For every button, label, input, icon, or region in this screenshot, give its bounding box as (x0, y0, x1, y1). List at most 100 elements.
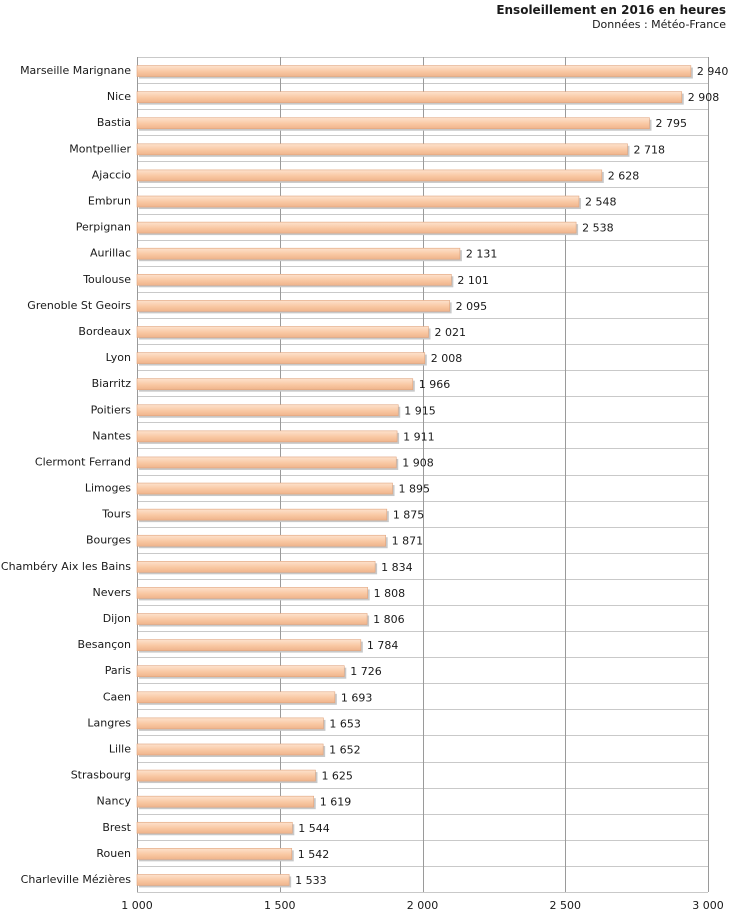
value-label: 1 542 (298, 848, 330, 861)
category-label: Ajaccio (92, 168, 131, 181)
value-label: 1 908 (402, 456, 434, 469)
value-label: 1 966 (419, 378, 451, 391)
labels: 1 000 1 500 2 000 2 500 3 000 Marseille Marig… (1, 64, 728, 912)
value-label: 1 652 (329, 743, 361, 756)
category-label: Langres (87, 716, 131, 729)
bar (136, 508, 388, 521)
category-label: Chambéry Aix les Bains (1, 560, 131, 573)
category-label: Caen (103, 690, 131, 703)
value-label: 2 628 (608, 169, 640, 182)
bar (136, 169, 603, 182)
category-label: Perpignan (76, 221, 131, 234)
bar (136, 117, 650, 130)
value-label: 2 795 (655, 117, 687, 130)
value-label: 1 625 (321, 770, 353, 783)
bars (136, 65, 693, 888)
bar (136, 195, 580, 208)
bar (136, 821, 293, 834)
value-label: 2 538 (582, 222, 614, 235)
bar (136, 848, 293, 860)
x-tick-label: 1 000 (121, 899, 153, 912)
category-label: Brest (102, 821, 131, 834)
bar (136, 795, 315, 808)
bar (136, 352, 426, 364)
category-label: Bastia (97, 116, 131, 129)
bar (136, 91, 683, 103)
value-label: 2 008 (431, 352, 463, 365)
value-label: 1 871 (392, 535, 424, 548)
value-label: 2 131 (466, 248, 498, 261)
bar (136, 482, 393, 495)
category-label: Dijon (103, 612, 131, 625)
value-label: 1 806 (373, 613, 405, 626)
value-label: 2 908 (688, 91, 720, 104)
category-label: Bordeaux (78, 325, 131, 338)
bar (136, 378, 414, 390)
bar (136, 534, 386, 547)
category-label: Charleville Mézières (21, 873, 132, 886)
category-label: Paris (105, 664, 131, 677)
bar (136, 587, 368, 599)
category-label: Biarritz (92, 377, 132, 390)
bar (136, 300, 450, 312)
bar (136, 65, 692, 77)
value-label: 1 911 (403, 430, 435, 443)
category-label: Nancy (97, 795, 132, 808)
value-label: 2 940 (697, 65, 729, 78)
bar (136, 143, 628, 156)
value-label: 2 718 (633, 143, 665, 156)
value-label: 1 784 (367, 639, 399, 652)
category-label: Limoges (85, 482, 131, 495)
value-label: 2 021 (434, 326, 466, 339)
category-label: Embrun (88, 195, 131, 208)
category-label: Bourges (86, 534, 131, 547)
bar (136, 404, 399, 417)
chart-title: Ensoleillement en 2016 en heures (496, 3, 726, 17)
bar (136, 743, 324, 756)
bar (136, 561, 376, 573)
bar (136, 717, 324, 730)
bar (136, 221, 577, 234)
category-label: Tours (101, 508, 131, 521)
bar (136, 613, 368, 625)
x-tick-label: 1 500 (264, 899, 296, 912)
value-label: 1 726 (350, 665, 382, 678)
category-label: Montpellier (69, 142, 131, 155)
category-label: Nantes (92, 429, 131, 442)
value-label: 1 533 (295, 874, 327, 887)
value-label: 1 915 (404, 404, 436, 417)
bar (136, 456, 397, 469)
value-label: 2 101 (457, 274, 489, 287)
category-label: Besançon (77, 638, 131, 651)
value-label: 1 834 (381, 561, 413, 574)
bar (136, 665, 345, 678)
chart-header: Ensoleillement en 2016 en heures Données… (496, 3, 726, 32)
value-label: 1 875 (393, 509, 425, 522)
category-label: Toulouse (82, 273, 131, 286)
category-label: Strasbourg (71, 769, 131, 782)
value-label: 1 619 (320, 796, 352, 809)
x-tick-label: 2 500 (550, 899, 582, 912)
category-label: Marseille Marignane (20, 64, 131, 77)
bar (136, 639, 362, 651)
x-tick-label: 3 000 (692, 899, 724, 912)
category-label: Clermont Ferrand (35, 455, 131, 468)
chart-subtitle: Données : Météo-France (592, 18, 726, 31)
bar (136, 273, 452, 286)
category-label: Lille (109, 742, 131, 755)
value-label: 1 544 (298, 822, 330, 835)
category-label: Poitiers (91, 403, 132, 416)
value-label: 1 653 (329, 717, 361, 730)
x-tick-label: 2 000 (407, 899, 439, 912)
category-label: Nice (107, 90, 131, 103)
category-label: Grenoble St Geoirs (27, 299, 131, 312)
bar (136, 247, 461, 260)
value-label: 2 548 (585, 196, 617, 209)
value-label: 2 095 (456, 300, 488, 313)
grid-lines (137, 57, 708, 893)
category-label: Aurillac (90, 247, 131, 260)
value-label: 1 693 (341, 691, 373, 704)
bar (136, 691, 336, 704)
bar (136, 769, 316, 782)
